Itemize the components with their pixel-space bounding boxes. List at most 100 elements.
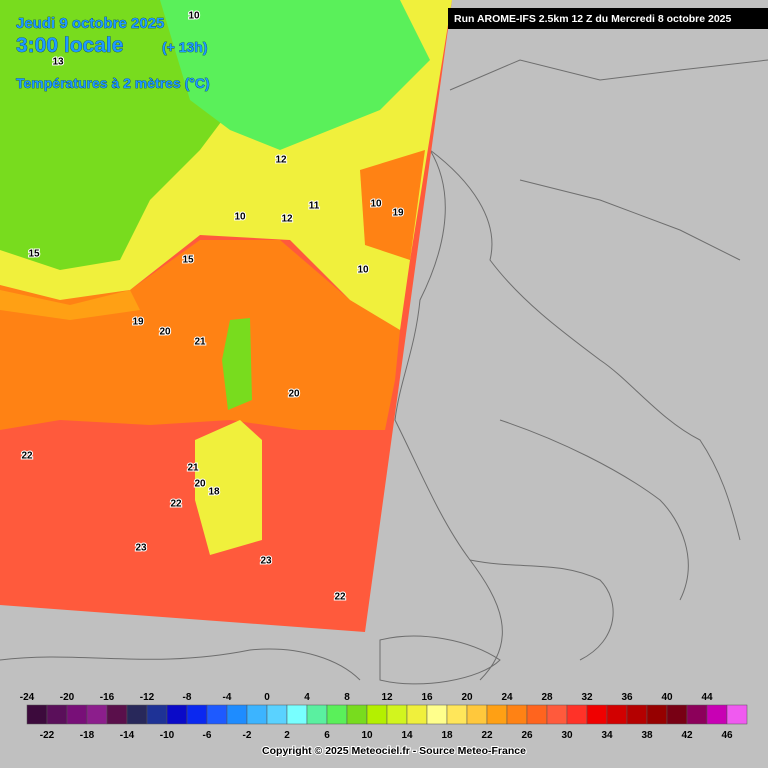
temperature-label: 19 — [392, 208, 404, 219]
temperature-label: 15 — [28, 249, 40, 260]
colorbar-tick-label: 0 — [264, 692, 270, 703]
colorbar-tick-label: -6 — [203, 730, 212, 741]
colorbar-tick-label: -24 — [20, 692, 35, 703]
colorbar-tick-label: 46 — [721, 730, 733, 741]
temperature-label: 23 — [135, 543, 147, 554]
color-swatch — [506, 704, 528, 725]
temperature-label: 10 — [188, 11, 200, 22]
temperature-label: 13 — [52, 57, 64, 68]
color-swatch — [206, 704, 228, 725]
color-swatch — [246, 704, 268, 725]
colorbar-tick-label: 20 — [461, 692, 473, 703]
temperature-label: 11 — [309, 201, 320, 212]
temperature-label: 20 — [159, 327, 171, 338]
colorbar-tick-label: 24 — [501, 692, 513, 703]
color-swatch — [266, 704, 288, 725]
color-swatch — [546, 704, 568, 725]
colorbar-tick-label: 4 — [304, 692, 310, 703]
color-swatch — [126, 704, 148, 725]
colorbar-tick-label: 10 — [361, 730, 373, 741]
temperature-label: 22 — [334, 592, 346, 603]
temperature-label: 19 — [132, 317, 144, 328]
colorbar-tick-label: -8 — [183, 692, 192, 703]
colorbar-tick-label: 42 — [681, 730, 693, 741]
time-label: 3:00 locale — [16, 34, 123, 57]
color-swatch — [26, 704, 48, 725]
color-swatch — [686, 704, 708, 725]
offset-label: (+ 13h) — [162, 39, 208, 55]
color-swatch — [186, 704, 208, 725]
colorbar-tick-label: -16 — [100, 692, 115, 703]
colorbar-tick-label: 16 — [421, 692, 433, 703]
colorbar-tick-label: 44 — [701, 692, 713, 703]
color-swatch — [646, 704, 668, 725]
color-swatch — [146, 704, 168, 725]
color-swatch — [626, 704, 648, 725]
colorbar-tick-label: -22 — [40, 730, 55, 741]
date-label: Jeudi 9 octobre 2025 — [16, 15, 164, 32]
colorbar-tick-label: 18 — [441, 730, 453, 741]
color-swatch — [586, 704, 608, 725]
color-swatch — [286, 704, 308, 725]
color-swatch — [566, 704, 588, 725]
colorbar-tick-label: 32 — [581, 692, 593, 703]
temperature-label: 21 — [187, 463, 199, 474]
colorbar-tick-label: 28 — [541, 692, 553, 703]
colorbar-tick-label: 2 — [284, 730, 290, 741]
temperature-label: 15 — [182, 255, 194, 266]
color-swatch — [46, 704, 68, 725]
colorbar-tick-label: 6 — [324, 730, 330, 741]
colorbar-tick-label: 14 — [401, 730, 413, 741]
color-swatch — [406, 704, 428, 725]
temperature-label: 23 — [260, 556, 272, 567]
colorbar-tick-label: -4 — [223, 692, 232, 703]
copyright: Copyright © 2025 Meteociel.fr - Source M… — [262, 745, 526, 757]
model-domain — [0, 0, 452, 632]
colorbar-tick-label: 34 — [601, 730, 613, 741]
color-swatch — [366, 704, 388, 725]
color-swatch — [426, 704, 448, 725]
colorbar-tick-label: -18 — [80, 730, 95, 741]
temperature-label: 12 — [275, 155, 287, 166]
colorbar-tick-label: -2 — [243, 730, 252, 741]
run-info: Run AROME-IFS 2.5km 12 Z du Mercredi 8 o… — [454, 13, 732, 25]
color-swatch — [66, 704, 88, 725]
colorbar-tick-label: 12 — [381, 692, 393, 703]
color-swatch — [226, 704, 248, 725]
parameter-label: Températures à 2 mètres (°C) — [16, 75, 210, 91]
color-swatch — [106, 704, 128, 725]
color-swatch — [526, 704, 548, 725]
temperature-label: 12 — [281, 214, 293, 225]
color-swatch — [306, 704, 328, 725]
colorbar-tick-label: 38 — [641, 730, 653, 741]
run-info-box — [448, 8, 768, 29]
color-swatch — [326, 704, 348, 725]
color-swatch — [446, 704, 468, 725]
temperature-label: 18 — [208, 487, 220, 498]
colorbar-tick-label: -10 — [160, 730, 175, 741]
temperature-label: 10 — [234, 212, 246, 223]
color-swatch — [166, 704, 188, 725]
color-swatch — [606, 704, 628, 725]
color-swatch — [486, 704, 508, 725]
colorbar-tick-label: 22 — [481, 730, 493, 741]
temperature-label: 21 — [194, 337, 206, 348]
colorbar-tick-label: 8 — [344, 692, 350, 703]
colorbar-tick-label: -12 — [140, 692, 155, 703]
colorbar-tick-label: 40 — [661, 692, 673, 703]
color-swatch — [706, 704, 728, 725]
temperature-label: 20 — [288, 389, 300, 400]
colorbar-tick-label: 30 — [561, 730, 573, 741]
temperature-label: 10 — [370, 199, 382, 210]
color-swatch — [726, 704, 748, 725]
borders — [0, 59, 768, 685]
colorbar: -24 -20 -16 -12 -8 -4 0 4 8 12 16 20 24 28 32 36 40 44-22… — [20, 692, 748, 741]
temperature-label: 22 — [21, 451, 33, 462]
color-swatch — [466, 704, 488, 725]
color-swatch — [86, 704, 108, 725]
color-swatch — [666, 704, 688, 725]
color-swatch — [346, 704, 368, 725]
colorbar-tick-label: -14 — [120, 730, 135, 741]
